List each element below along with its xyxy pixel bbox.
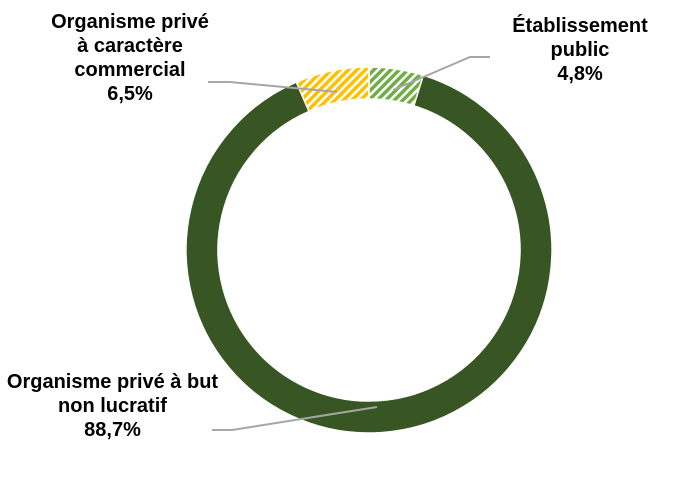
leader-line [212,406,378,431]
donut-slice [185,74,553,434]
category-name: Organisme privé à caractère commercial [51,11,209,81]
category-name: Organisme privé à but non lucratif [6,371,219,417]
leader-line [392,56,490,91]
leader-line [208,81,338,93]
slice-label: Organisme privé à but non lucratif 88,7% [5,370,220,442]
donut-slice [295,66,370,113]
value-label: 4,8% [557,63,603,85]
category-name: Établissement public [512,15,648,61]
slice-label: Organisme privé à caractère commercial 6,… [50,10,210,106]
slice-label: Établissement public 4,8% [485,14,675,86]
value-label: 88,7% [84,419,141,441]
value-label: 6,5% [107,83,153,105]
